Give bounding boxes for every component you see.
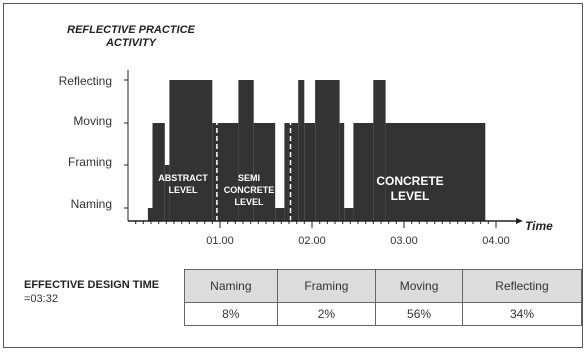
summary-table: Naming Framing Moving Reflecting 8% 2% 5…	[184, 269, 583, 326]
activity-bar-2	[152, 123, 165, 221]
header-naming: Naming	[184, 269, 278, 303]
activity-bar-14	[344, 208, 354, 221]
activity-bar-4	[169, 80, 213, 221]
x-tick-label-2: 02.00	[298, 235, 326, 247]
activity-bar-17	[385, 123, 486, 221]
region-concrete-line-2: LEVEL	[390, 189, 430, 203]
region-semi-line-2: CONCRETE	[223, 185, 275, 195]
y-label-naming: Naming	[70, 197, 112, 211]
x-tick-label-3: 03.00	[390, 235, 418, 247]
activity-bar-9	[284, 123, 299, 221]
region-label-abstract: ABSTRACT LEVEL	[152, 172, 214, 196]
activity-bar-13	[339, 123, 345, 221]
region-concrete-line-1: CONCRETE	[376, 174, 444, 188]
x-axis-title: Time	[525, 219, 553, 233]
activity-bar-8	[275, 208, 285, 221]
value-naming: 8%	[184, 302, 278, 326]
activity-bar-15	[353, 123, 374, 221]
x-tick-label-4: 04.00	[482, 235, 510, 247]
value-framing: 2%	[276, 302, 377, 326]
summary-value: =03:32	[24, 293, 58, 305]
y-label-moving: Moving	[73, 114, 112, 128]
x-axis-arrow-icon	[515, 218, 523, 224]
header-framing: Framing	[276, 269, 377, 303]
region-abstract-line-1: ABSTRACT	[158, 173, 208, 183]
activity-bar-11	[304, 123, 315, 221]
activity-bar-3	[164, 165, 170, 221]
x-tick-label-1: 01.00	[206, 235, 234, 247]
region-abstract-line-2: LEVEL	[168, 185, 198, 195]
activity-bar-1	[147, 208, 153, 221]
activity-bar-7	[253, 123, 276, 221]
activity-bar-12	[315, 80, 340, 221]
y-axis-title: REFLECTIVE PRACTICE ACTIVITY	[67, 24, 195, 49]
y-label-framing: Framing	[67, 155, 112, 169]
region-semi-line-1: SEMI	[237, 173, 260, 183]
region-semi-line-3: LEVEL	[234, 197, 264, 207]
region-label-semi-concrete: SEMI CONCRETE LEVEL	[218, 172, 280, 208]
summary-title: EFFECTIVE DESIGN TIME	[24, 279, 160, 291]
summary-value-row: 8% 2% 56% 34%	[184, 302, 583, 326]
y-label-reflecting: Reflecting	[58, 74, 112, 88]
header-reflecting: Reflecting	[461, 269, 583, 303]
activity-bar-16	[373, 80, 386, 221]
value-moving: 56%	[375, 302, 463, 326]
header-moving: Moving	[375, 269, 463, 303]
activity-bar-10	[298, 80, 305, 221]
region-label-concrete: CONCRETE LEVEL	[350, 174, 470, 204]
activity-bar-6	[238, 80, 254, 221]
value-reflecting: 34%	[461, 302, 583, 326]
summary-header-row: Naming Framing Moving Reflecting	[184, 269, 583, 303]
